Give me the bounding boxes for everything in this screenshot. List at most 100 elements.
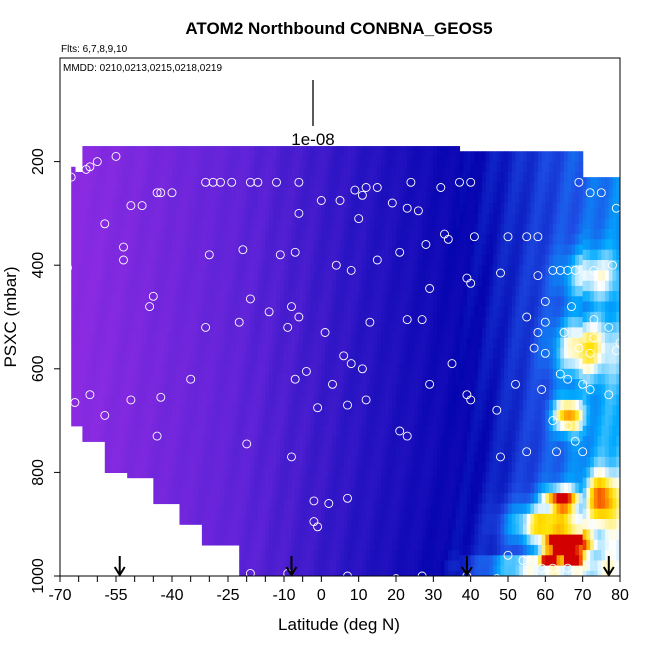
heatmap-cell [519,234,524,246]
heatmap-cell [78,348,83,360]
heatmap-cell [216,239,222,251]
heatmap-cell [369,477,375,489]
heatmap-cell [437,156,442,168]
heatmap-cell [310,177,315,189]
heatmap-cell [272,218,278,230]
heatmap-cell [313,353,319,365]
heatmap-cell [97,280,102,292]
heatmap-cell [138,456,143,468]
heatmap-cell [160,477,166,489]
heatmap-cell [254,249,259,261]
heatmap-cell [414,156,419,168]
heatmap-cell [332,301,337,313]
heatmap-cell [519,534,524,546]
heatmap-cell [298,560,304,572]
heatmap-cell [280,539,285,551]
heatmap-cell [250,280,255,292]
heatmap-cell [358,373,363,385]
heatmap-cell [127,373,132,385]
heatmap-cell [489,203,494,214]
heatmap-cell [493,285,498,297]
heatmap-cell [478,555,483,567]
heatmap-cell [209,363,214,375]
heatmap-cell [142,197,147,209]
heatmap-cell [474,265,479,277]
heatmap-cell [205,373,210,385]
heatmap-cell [265,156,270,168]
heatmap-cell [216,332,222,344]
heatmap-cell [138,394,143,406]
heatmap-cell [93,228,98,240]
heatmap-cell [373,208,378,220]
heatmap-cell [116,187,121,199]
heatmap-cell [343,456,349,468]
heatmap-cell [89,425,95,437]
heatmap-cell [175,291,181,303]
heatmap-cell [313,156,319,168]
heatmap-cell [287,146,293,158]
heatmap-cell [183,177,188,189]
heatmap-cell [325,415,330,427]
heatmap-cell [351,384,356,396]
heatmap-cell [295,249,300,261]
heatmap-cell [168,498,173,505]
heatmap-cell [138,146,143,158]
heatmap-cell [369,498,375,510]
heatmap-cell [537,399,543,411]
heatmap-cell [272,280,278,292]
heatmap-cell [93,322,98,334]
heatmap-cell [183,332,188,344]
heatmap-cell [287,197,293,209]
heatmap-cell [500,513,505,525]
heatmap-cell [272,498,278,510]
heatmap-cell [168,415,173,427]
heatmap-cell [134,197,139,209]
heatmap-cell [530,524,535,536]
heatmap-cell [224,197,229,209]
heatmap-cell [157,446,162,458]
heatmap-cell [508,348,513,360]
heatmap-cell [325,311,330,323]
heatmap-cell [366,539,371,551]
heatmap-cell [373,301,378,313]
heatmap-cell [235,291,240,303]
heatmap-cell [373,477,378,489]
heatmap-cell [373,146,378,158]
heatmap-cell [257,228,263,240]
heatmap-cell [272,436,278,448]
heatmap-cell [119,249,125,261]
heatmap-cell [481,524,487,536]
heatmap-cell [410,550,416,562]
heatmap-cell [172,394,177,406]
heatmap-cell [414,353,419,365]
heatmap-cell [280,187,285,199]
heatmap-cell [119,322,125,334]
heatmap-cell [246,239,251,251]
heatmap-cell [213,425,218,437]
heatmap-cell [291,218,296,230]
heatmap-cell [112,218,117,230]
heatmap-cell [157,477,162,489]
heatmap-cell [358,332,363,344]
heatmap-cell [455,425,461,437]
heatmap-cell [396,519,401,530]
heatmap-cell [511,265,517,277]
heatmap-cell [134,280,139,292]
heatmap-cell [276,436,281,448]
heatmap-cell [508,161,513,173]
heatmap-cell [519,244,524,256]
heatmap-cell [541,368,546,380]
heatmap-cell [179,342,184,354]
heatmap-cell [351,363,356,375]
heatmap-cell [254,332,259,344]
heatmap-cell [332,508,337,520]
heatmap-cell [246,322,251,334]
heatmap-cell [280,208,285,220]
heatmap-cell [257,508,263,520]
heatmap-cell [179,467,184,479]
heatmap-cell [179,218,184,230]
heatmap-cell [522,534,528,546]
heatmap-cell [201,487,207,499]
heatmap-cell [265,363,270,375]
heatmap-cell [351,550,356,562]
